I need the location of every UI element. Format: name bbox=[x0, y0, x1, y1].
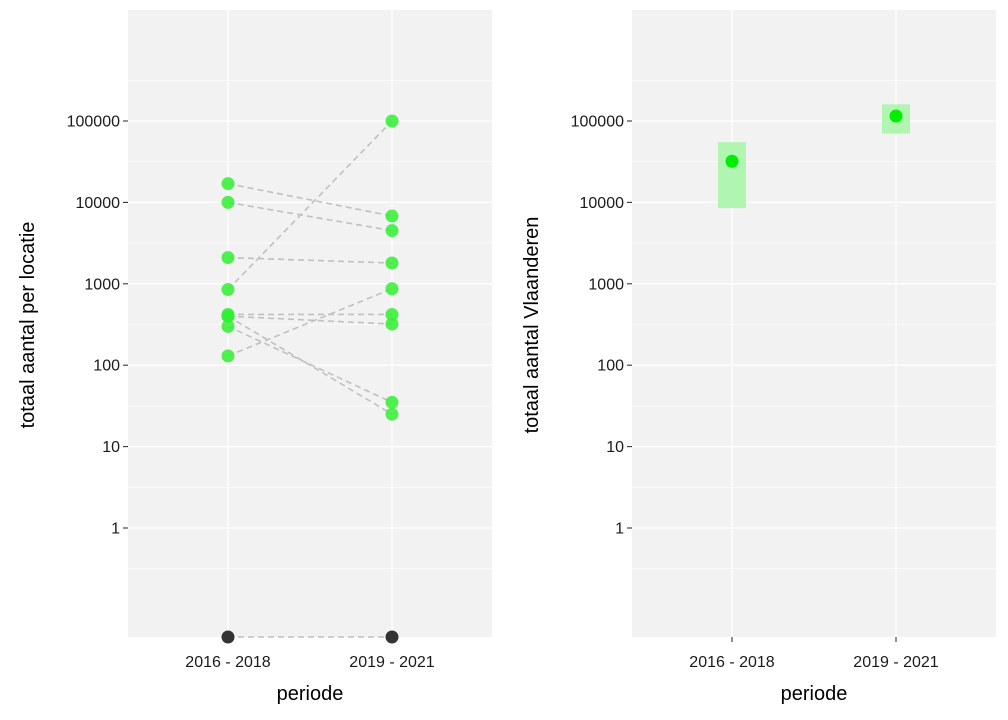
location-connector-line bbox=[227, 325, 393, 404]
location-point bbox=[385, 407, 399, 421]
x-tick-label: 2019 - 2021 bbox=[349, 654, 435, 671]
y-tick-label: 100000 bbox=[571, 114, 624, 131]
y-tick-label: 100000 bbox=[67, 114, 120, 131]
panel-2 bbox=[627, 10, 996, 642]
y-tick-label: 10 bbox=[102, 439, 120, 456]
location-point bbox=[385, 395, 399, 409]
estimate-point bbox=[725, 154, 739, 168]
panel-background bbox=[128, 10, 492, 637]
location-point bbox=[385, 114, 399, 128]
x-axis-title: periode bbox=[277, 683, 344, 705]
location-point bbox=[221, 177, 235, 191]
location-point bbox=[385, 224, 399, 238]
location-point bbox=[385, 630, 399, 644]
y-tick-label: 1000 bbox=[588, 276, 624, 293]
panel-background bbox=[632, 10, 996, 637]
location-point bbox=[221, 283, 235, 297]
y-tick-label: 1 bbox=[615, 521, 624, 538]
location-point bbox=[221, 309, 235, 323]
x-axis-title: periode bbox=[781, 683, 848, 705]
y-tick-label: 10 bbox=[606, 439, 624, 456]
location-point bbox=[385, 282, 399, 296]
location-connector-line bbox=[227, 256, 393, 264]
y-axis-title: totaal aantal Vlaanderen bbox=[521, 217, 543, 434]
location-point bbox=[385, 209, 399, 223]
y-tick-label: 10000 bbox=[580, 195, 625, 212]
location-connector-line bbox=[227, 201, 393, 232]
y-axis-title: totaal aantal per locatie bbox=[17, 222, 39, 429]
location-point bbox=[221, 349, 235, 363]
location-point bbox=[385, 307, 399, 321]
location-point bbox=[385, 317, 399, 331]
location-point bbox=[221, 319, 235, 333]
estimate-point bbox=[889, 109, 903, 123]
confidence-interval-bar bbox=[718, 142, 746, 209]
y-tick-label: 100 bbox=[597, 358, 624, 375]
location-connector-line bbox=[227, 182, 393, 217]
y-tick-label: 100 bbox=[93, 358, 120, 375]
x-tick-label: 2016 - 2018 bbox=[689, 654, 775, 671]
location-connector-line bbox=[227, 120, 393, 291]
y-tick-label: 1000 bbox=[84, 276, 120, 293]
location-connector-line bbox=[227, 315, 393, 325]
y-tick-label: 1 bbox=[111, 521, 120, 538]
location-point bbox=[221, 251, 235, 265]
y-tick-label: 10000 bbox=[76, 195, 121, 212]
panel-1 bbox=[123, 10, 492, 644]
location-point bbox=[221, 630, 235, 644]
location-point bbox=[385, 256, 399, 270]
location-point bbox=[221, 195, 235, 209]
x-tick-label: 2016 - 2018 bbox=[185, 654, 271, 671]
x-tick-label: 2019 - 2021 bbox=[853, 654, 939, 671]
